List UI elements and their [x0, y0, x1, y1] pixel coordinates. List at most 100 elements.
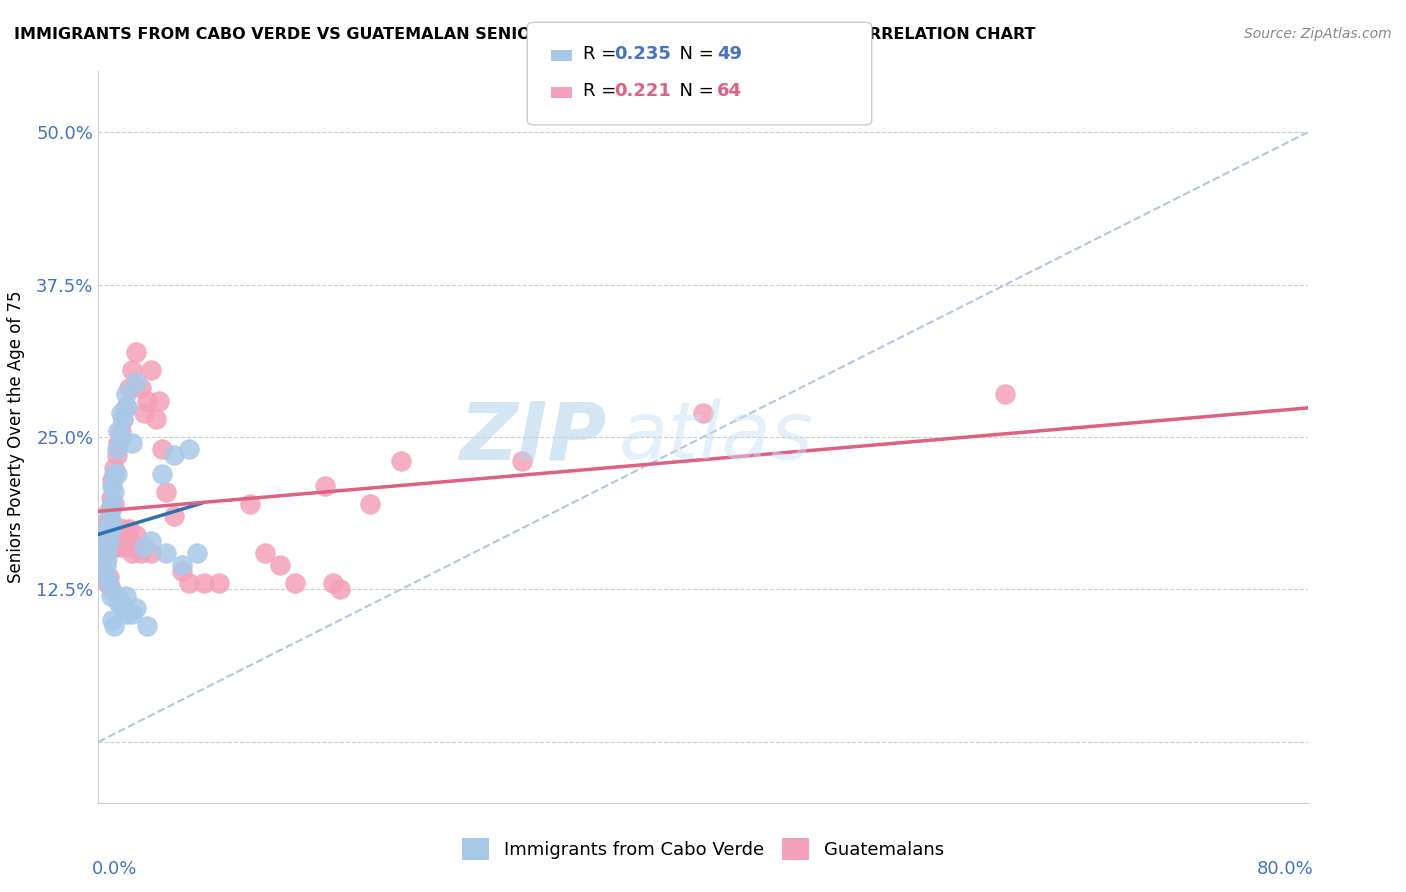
Point [98, 503, 121, 517]
Text: R =: R = [583, 82, 623, 100]
Point [96, 576, 118, 591]
Point [141, 533, 163, 548]
Point [114, 387, 136, 401]
Point [111, 600, 134, 615]
Point [115, 607, 138, 621]
Point [101, 613, 124, 627]
Point [111, 521, 134, 535]
Point [103, 467, 125, 481]
Point [121, 546, 143, 560]
Point [692, 406, 714, 420]
Point [107, 594, 129, 608]
Point [93, 540, 115, 554]
Point [103, 497, 125, 511]
Point [141, 546, 163, 560]
Point [314, 479, 336, 493]
Text: ZIP: ZIP [458, 398, 606, 476]
Point [98, 527, 121, 541]
Point [208, 576, 231, 591]
Point [284, 576, 307, 591]
Text: N =: N = [668, 82, 720, 100]
Point [94, 521, 117, 535]
Text: N =: N = [668, 45, 720, 62]
Point [322, 576, 344, 591]
Point [186, 546, 208, 560]
Point [179, 442, 201, 457]
Point [389, 454, 412, 468]
Point [101, 479, 124, 493]
Point [121, 363, 143, 377]
Point [94, 570, 117, 584]
Point [114, 540, 136, 554]
Point [118, 521, 141, 535]
Point [108, 540, 131, 554]
Point [269, 558, 291, 573]
Point [148, 393, 170, 408]
Point [94, 570, 117, 584]
Point [98, 509, 121, 524]
Point [118, 381, 141, 395]
Point [98, 533, 121, 548]
Y-axis label: Seniors Poverty Over the Age of 75: Seniors Poverty Over the Age of 75 [7, 291, 25, 583]
Point [100, 503, 122, 517]
Point [193, 576, 215, 591]
Text: 49: 49 [717, 45, 742, 62]
Point [129, 546, 152, 560]
Text: 80.0%: 80.0% [1257, 860, 1313, 878]
Point [163, 449, 186, 463]
Legend: Immigrants from Cabo Verde, Guatemalans: Immigrants from Cabo Verde, Guatemalans [456, 830, 950, 867]
Point [94, 546, 117, 560]
Text: 0.221: 0.221 [614, 82, 671, 100]
Point [103, 485, 125, 500]
Point [101, 516, 124, 530]
Point [100, 589, 122, 603]
Point [105, 442, 128, 457]
Point [107, 436, 129, 450]
Point [150, 442, 173, 457]
Point [112, 533, 135, 548]
Point [125, 344, 148, 359]
Point [96, 516, 118, 530]
Text: atlas: atlas [619, 398, 813, 476]
Point [94, 521, 117, 535]
Point [94, 533, 117, 548]
Point [163, 509, 186, 524]
Point [135, 393, 157, 408]
Point [155, 546, 177, 560]
Point [96, 527, 118, 541]
Text: R =: R = [583, 45, 623, 62]
Point [101, 533, 124, 548]
Point [100, 491, 122, 505]
Point [141, 363, 163, 377]
Point [110, 430, 132, 444]
Point [101, 497, 124, 511]
Point [170, 564, 193, 578]
Point [114, 400, 136, 414]
Text: 0.0%: 0.0% [93, 860, 138, 878]
Point [94, 558, 117, 573]
Point [105, 467, 128, 481]
Text: IMMIGRANTS FROM CABO VERDE VS GUATEMALAN SENIORS POVERTY OVER THE AGE OF 75 CORR: IMMIGRANTS FROM CABO VERDE VS GUATEMALAN… [14, 27, 1036, 42]
Point [329, 582, 352, 597]
Point [110, 594, 132, 608]
Point [155, 485, 177, 500]
Point [253, 546, 276, 560]
Point [96, 540, 118, 554]
Text: Source: ZipAtlas.com: Source: ZipAtlas.com [1244, 27, 1392, 41]
Point [96, 552, 118, 566]
Point [170, 558, 193, 573]
Point [125, 527, 148, 541]
Point [105, 527, 128, 541]
Point [510, 454, 533, 468]
Text: 0.235: 0.235 [614, 45, 671, 62]
Point [105, 589, 128, 603]
Point [125, 600, 148, 615]
Point [132, 406, 155, 420]
Text: 64: 64 [717, 82, 742, 100]
Point [179, 576, 201, 591]
Point [100, 521, 122, 535]
Point [101, 473, 124, 487]
Point [110, 406, 132, 420]
Point [103, 619, 125, 633]
Point [125, 376, 148, 390]
